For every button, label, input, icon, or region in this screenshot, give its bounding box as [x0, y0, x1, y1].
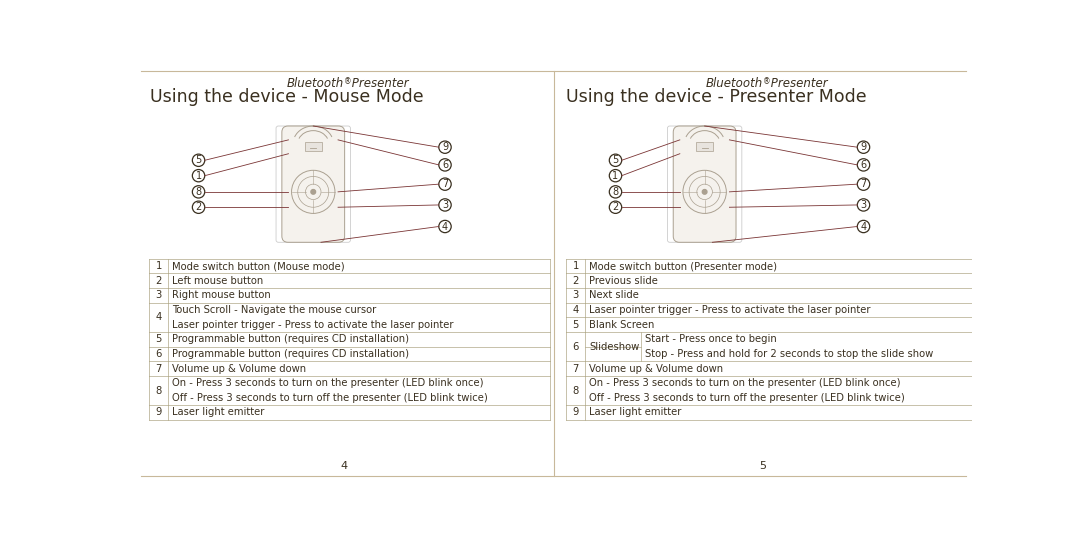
Text: 6: 6	[861, 160, 866, 170]
Text: Laser pointer trigger - Press to activate the laser pointer: Laser pointer trigger - Press to activat…	[590, 305, 870, 315]
Text: 7: 7	[861, 179, 866, 189]
Text: 1: 1	[572, 261, 579, 271]
Text: Previous slide: Previous slide	[590, 276, 658, 286]
Text: 7: 7	[572, 363, 579, 374]
Circle shape	[438, 159, 451, 171]
Text: Start - Press once to begin: Start - Press once to begin	[645, 334, 777, 345]
Text: 3: 3	[861, 200, 866, 210]
Circle shape	[858, 178, 869, 190]
Text: Laser light emitter: Laser light emitter	[172, 408, 265, 417]
Text: Left mouse button: Left mouse button	[172, 276, 264, 286]
Text: 5: 5	[156, 334, 162, 345]
Text: Off - Press 3 seconds to turn off the presenter (LED blink twice): Off - Press 3 seconds to turn off the pr…	[590, 393, 905, 403]
Text: Blank Screen: Blank Screen	[590, 320, 654, 330]
Text: 3: 3	[572, 291, 579, 300]
Text: 9: 9	[572, 408, 579, 417]
FancyBboxPatch shape	[282, 126, 345, 242]
Circle shape	[438, 199, 451, 211]
Text: 3: 3	[442, 200, 448, 210]
Text: Programmable button (requires CD installation): Programmable button (requires CD install…	[172, 349, 409, 359]
Text: Right mouse button: Right mouse button	[172, 291, 271, 300]
Circle shape	[438, 141, 451, 153]
Text: Next slide: Next slide	[590, 291, 639, 300]
Text: Presenter: Presenter	[767, 77, 827, 90]
Circle shape	[438, 178, 451, 190]
Text: Laser light emitter: Laser light emitter	[590, 408, 681, 417]
Circle shape	[438, 220, 451, 233]
Text: 1: 1	[156, 261, 162, 271]
Text: 9: 9	[156, 408, 162, 417]
FancyBboxPatch shape	[667, 126, 742, 242]
Text: Volume up & Volume down: Volume up & Volume down	[590, 363, 724, 374]
FancyBboxPatch shape	[673, 126, 735, 242]
Text: Using the device - Presenter Mode: Using the device - Presenter Mode	[566, 88, 866, 106]
FancyBboxPatch shape	[276, 126, 350, 242]
Text: 4: 4	[861, 221, 866, 232]
Text: Off - Press 3 seconds to turn off the presenter (LED blink twice): Off - Press 3 seconds to turn off the pr…	[172, 393, 488, 403]
Text: Volume up & Volume down: Volume up & Volume down	[172, 363, 307, 374]
Circle shape	[192, 186, 205, 198]
Text: 3: 3	[156, 291, 162, 300]
Text: 5: 5	[195, 156, 202, 165]
Circle shape	[609, 154, 622, 166]
Bar	[697, 142, 713, 151]
Text: 2: 2	[572, 276, 579, 286]
Text: 6: 6	[572, 342, 579, 352]
Text: Stop - Press and hold for 2 seconds to stop the slide show: Stop - Press and hold for 2 seconds to s…	[645, 349, 933, 359]
Text: 8: 8	[612, 187, 619, 197]
Circle shape	[192, 201, 205, 213]
Text: Slideshow: Slideshow	[590, 342, 639, 352]
Text: On - Press 3 seconds to turn on the presenter (LED blink once): On - Press 3 seconds to turn on the pres…	[172, 378, 484, 388]
Text: Presenter: Presenter	[348, 77, 408, 90]
Text: 9: 9	[442, 142, 448, 152]
Text: 4: 4	[340, 461, 348, 471]
Text: 7: 7	[156, 363, 162, 374]
Text: Programmable button (requires CD installation): Programmable button (requires CD install…	[172, 334, 409, 345]
Text: 2: 2	[156, 276, 162, 286]
Text: Touch Scroll - Navigate the mouse cursor: Touch Scroll - Navigate the mouse cursor	[172, 305, 377, 315]
Text: 2: 2	[195, 202, 202, 212]
Text: On - Press 3 seconds to turn on the presenter (LED blink once): On - Press 3 seconds to turn on the pres…	[590, 378, 901, 388]
Text: 2: 2	[612, 202, 619, 212]
Text: 5: 5	[612, 156, 619, 165]
Circle shape	[192, 170, 205, 182]
Text: Mode switch button (Presenter mode): Mode switch button (Presenter mode)	[590, 261, 778, 271]
Text: 4: 4	[572, 305, 579, 315]
Circle shape	[858, 199, 869, 211]
Text: 1: 1	[195, 171, 202, 181]
Circle shape	[702, 190, 707, 194]
Circle shape	[858, 220, 869, 233]
Text: 5: 5	[572, 320, 579, 330]
Text: 8: 8	[572, 386, 579, 395]
Text: 5: 5	[759, 461, 766, 471]
Text: Bluetooth: Bluetooth	[287, 77, 345, 90]
Text: ®: ®	[762, 77, 770, 86]
Circle shape	[609, 170, 622, 182]
Text: 8: 8	[156, 386, 162, 395]
Bar	[305, 142, 322, 151]
Text: 9: 9	[861, 142, 866, 152]
Text: Laser pointer trigger - Press to activate the laser pointer: Laser pointer trigger - Press to activat…	[172, 320, 454, 330]
Text: ®: ®	[345, 77, 352, 86]
Text: 8: 8	[195, 187, 202, 197]
Text: 6: 6	[156, 349, 162, 359]
Text: Using the device - Mouse Mode: Using the device - Mouse Mode	[150, 88, 424, 106]
Circle shape	[192, 154, 205, 166]
Circle shape	[609, 186, 622, 198]
Text: 4: 4	[442, 221, 448, 232]
Text: Mode switch button (Mouse mode): Mode switch button (Mouse mode)	[172, 261, 345, 271]
Circle shape	[858, 141, 869, 153]
Text: 7: 7	[442, 179, 448, 189]
Circle shape	[609, 201, 622, 213]
Text: 6: 6	[442, 160, 448, 170]
Circle shape	[311, 190, 315, 194]
Text: Bluetooth: Bluetooth	[705, 77, 762, 90]
Circle shape	[858, 159, 869, 171]
Text: 4: 4	[156, 312, 162, 322]
Text: 1: 1	[612, 171, 619, 181]
